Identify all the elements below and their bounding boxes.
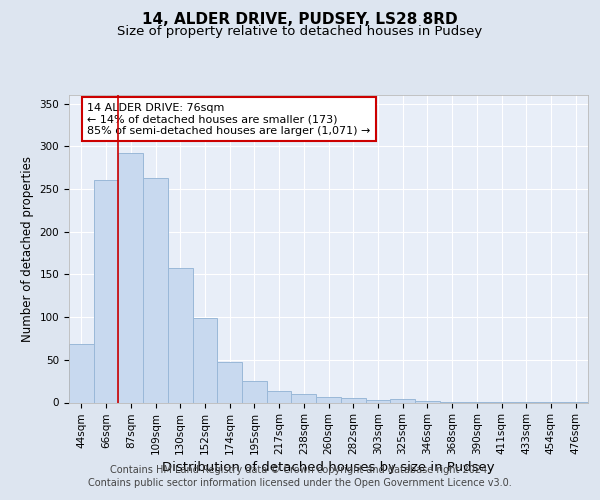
- Text: Contains HM Land Registry data © Crown copyright and database right 2024.: Contains HM Land Registry data © Crown c…: [110, 465, 490, 475]
- Text: Size of property relative to detached houses in Pudsey: Size of property relative to detached ho…: [118, 25, 482, 38]
- Y-axis label: Number of detached properties: Number of detached properties: [21, 156, 34, 342]
- Bar: [292, 394, 316, 402]
- Bar: [390, 399, 415, 402]
- Bar: [341, 398, 365, 402]
- Bar: [143, 178, 168, 402]
- Bar: [118, 153, 143, 402]
- Text: Contains public sector information licensed under the Open Government Licence v3: Contains public sector information licen…: [88, 478, 512, 488]
- Bar: [217, 362, 242, 403]
- Bar: [267, 390, 292, 402]
- Bar: [193, 318, 217, 402]
- Text: 14 ALDER DRIVE: 76sqm
← 14% of detached houses are smaller (173)
85% of semi-det: 14 ALDER DRIVE: 76sqm ← 14% of detached …: [87, 102, 371, 136]
- Bar: [242, 381, 267, 402]
- Bar: [94, 180, 118, 402]
- Bar: [69, 344, 94, 403]
- Bar: [168, 268, 193, 402]
- Bar: [365, 400, 390, 402]
- Bar: [316, 398, 341, 402]
- X-axis label: Distribution of detached houses by size in Pudsey: Distribution of detached houses by size …: [162, 462, 495, 474]
- Bar: [415, 401, 440, 402]
- Text: 14, ALDER DRIVE, PUDSEY, LS28 8RD: 14, ALDER DRIVE, PUDSEY, LS28 8RD: [142, 12, 458, 28]
